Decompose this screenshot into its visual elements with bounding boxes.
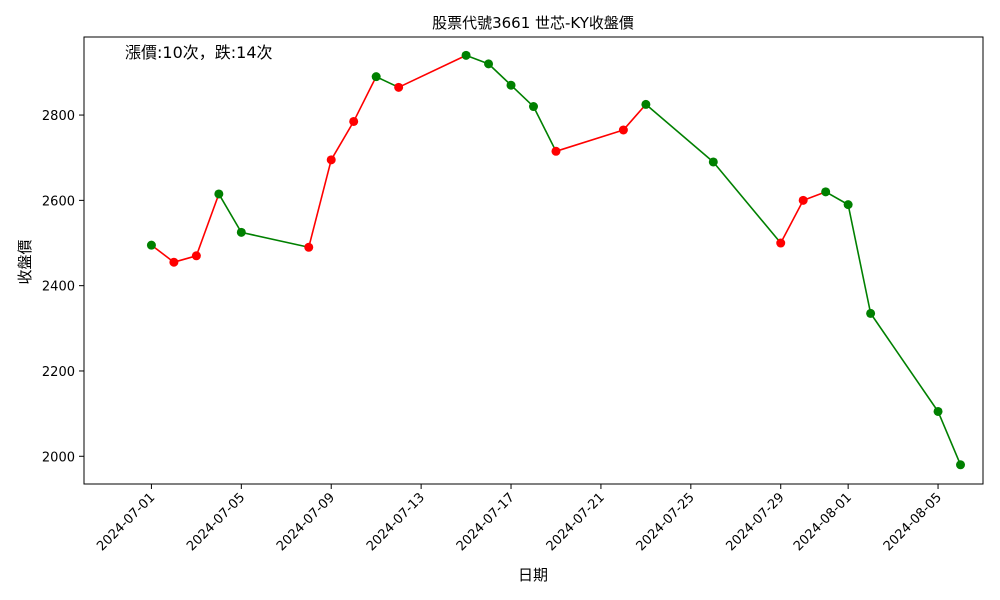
series-line-segment <box>532 106 557 152</box>
series-line-segment <box>937 411 962 466</box>
series-line-segment <box>869 312 939 412</box>
plot-frame <box>83 36 984 485</box>
data-point <box>529 102 538 112</box>
data-point <box>506 80 516 90</box>
data-point <box>933 406 943 416</box>
series-line-segment <box>150 244 175 263</box>
x-tick-label: 2024-07-21 <box>544 490 608 554</box>
data-point <box>169 257 179 267</box>
series-line-segment <box>645 103 714 163</box>
data-point <box>551 146 561 156</box>
data-point <box>349 116 359 126</box>
series-line-segment <box>780 199 804 244</box>
chart-annotation: 漲價:10次，跌:14次 <box>125 43 273 62</box>
y-tick-label: 2200 <box>42 365 75 380</box>
x-tick-label: 2024-07-01 <box>94 490 158 554</box>
data-point <box>843 200 853 210</box>
series-line-segment <box>398 54 467 89</box>
data-point <box>236 227 246 237</box>
price-series <box>146 50 966 470</box>
data-point <box>326 155 336 165</box>
chart-title: 股票代號3661 世芯-KY收盤價 <box>432 14 634 32</box>
data-point <box>956 460 966 470</box>
y-tick-label: 2800 <box>42 109 75 124</box>
data-point <box>461 50 471 60</box>
series-line-segment <box>352 76 377 122</box>
series-line-segment <box>330 121 355 161</box>
y-tick-label: 2400 <box>42 280 75 295</box>
data-point <box>776 238 786 248</box>
data-point <box>618 125 628 135</box>
data-point <box>641 99 651 109</box>
data-point <box>484 59 494 69</box>
series-line-segment <box>195 193 220 257</box>
series-line-segment <box>241 231 309 249</box>
y-tick-label: 2000 <box>42 450 75 465</box>
series-line-segment <box>847 204 872 314</box>
x-tick-label: 2024-07-17 <box>454 490 518 554</box>
y-axis: 2000 2200 2400 2600 2800 <box>42 109 84 465</box>
x-tick-label: 2024-08-05 <box>881 490 945 554</box>
data-point <box>394 82 404 92</box>
data-point <box>798 195 808 205</box>
data-point <box>146 240 156 250</box>
x-axis: 2024-07-01 2024-07-05 2024-07-09 2024-07-13… <box>94 484 945 554</box>
y-axis-label: 收盤價 <box>16 239 34 284</box>
x-tick-label: 2024-07-13 <box>364 490 428 554</box>
series-line-segment <box>307 159 332 248</box>
data-point <box>191 251 201 261</box>
x-tick-label: 2024-07-25 <box>634 490 698 554</box>
series-line-segment <box>218 193 243 233</box>
y-tick-label: 2600 <box>42 194 75 209</box>
data-point <box>371 72 381 82</box>
series-line-segment <box>622 103 647 131</box>
series-line-segment <box>487 63 512 86</box>
series-line-segment <box>555 129 624 153</box>
data-point <box>304 242 314 252</box>
data-point <box>866 308 876 318</box>
series-line-segment <box>712 161 782 244</box>
data-point <box>708 157 718 167</box>
x-tick-label: 2024-07-29 <box>724 490 788 554</box>
series-line-segment <box>510 84 535 108</box>
data-point <box>821 187 831 197</box>
x-tick-label: 2024-07-09 <box>274 490 338 554</box>
x-tick-label: 2024-07-05 <box>184 490 248 554</box>
x-tick-label: 2024-08-01 <box>791 490 855 554</box>
x-axis-label: 日期 <box>518 566 548 584</box>
data-point <box>214 189 224 199</box>
